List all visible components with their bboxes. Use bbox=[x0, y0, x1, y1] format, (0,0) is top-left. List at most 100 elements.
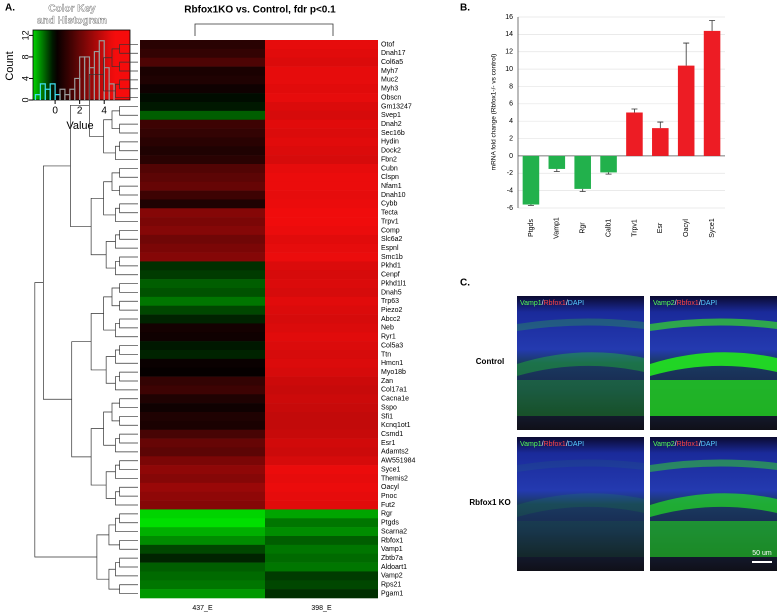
row-label: Neb bbox=[381, 325, 394, 332]
row-dendrogram bbox=[119, 584, 138, 594]
heatmap-cell bbox=[140, 536, 265, 546]
y-axis-label: Count bbox=[4, 51, 16, 80]
heatmap-cell bbox=[140, 438, 265, 448]
row-label: Sec16b bbox=[381, 130, 405, 137]
heatmap-cell bbox=[140, 146, 265, 156]
stain-name: Vamp1 bbox=[520, 300, 542, 307]
bar bbox=[703, 30, 721, 156]
row-dendrogram bbox=[115, 464, 138, 479]
row-dendrogram bbox=[115, 491, 138, 506]
heatmap-cell bbox=[140, 323, 265, 333]
x-axis-label: Value bbox=[66, 120, 93, 132]
row-dendrogram bbox=[119, 123, 138, 134]
stain-name: Vamp2 bbox=[653, 441, 675, 448]
error-bar bbox=[631, 108, 638, 113]
heatmap-title: Rbfox1KO vs. Control, fdr p<0.1 bbox=[184, 5, 336, 16]
heatmap-cell bbox=[265, 66, 378, 76]
row-dendrogram bbox=[111, 402, 120, 422]
row-dendrogram bbox=[119, 203, 138, 214]
row-label: Ptgds bbox=[381, 520, 399, 527]
row-dendrogram bbox=[119, 513, 138, 524]
heatmap-cell bbox=[140, 527, 265, 537]
heatmap-cell bbox=[140, 332, 265, 342]
heatmap-cell bbox=[265, 456, 378, 466]
micrograph bbox=[517, 296, 644, 430]
error-bar bbox=[605, 172, 612, 175]
row-label: Vamp1 bbox=[381, 546, 403, 553]
heatmap-cell bbox=[140, 48, 265, 59]
row-dendrogram bbox=[119, 371, 138, 382]
heatmap-cell bbox=[265, 102, 378, 112]
row-dendrogram bbox=[96, 534, 109, 580]
heatmap-cell bbox=[140, 580, 265, 590]
heatmap-cell bbox=[140, 518, 265, 528]
row-label: Fbn2 bbox=[381, 156, 397, 163]
row-dendrogram bbox=[115, 323, 138, 338]
row-label: Csmd1 bbox=[381, 431, 403, 438]
heatmap-cell bbox=[140, 226, 265, 236]
row-dendrogram bbox=[103, 411, 116, 446]
heatmap-cell bbox=[265, 544, 378, 555]
heatmap-cell bbox=[265, 367, 378, 377]
green-layer bbox=[517, 380, 644, 416]
heatmap-cell bbox=[140, 447, 265, 457]
heatmap-cell bbox=[265, 491, 378, 501]
bar bbox=[600, 155, 617, 173]
heatmap-cell bbox=[140, 288, 265, 298]
row-dendrogram bbox=[119, 185, 138, 196]
row-dendrogram bbox=[119, 557, 138, 568]
row-dendrogram bbox=[119, 433, 138, 444]
row-dendrogram bbox=[105, 471, 116, 499]
row-label: Col5a3 bbox=[381, 342, 403, 349]
heatmap-cell bbox=[140, 350, 265, 360]
row-label: AW551984 bbox=[381, 458, 415, 465]
row-dendrogram bbox=[105, 241, 116, 269]
heatmap-cell bbox=[140, 465, 265, 475]
stain-name: Vamp2 bbox=[653, 300, 675, 307]
heatmap-cell bbox=[265, 288, 378, 298]
green-layer bbox=[650, 352, 777, 376]
green-layer bbox=[517, 352, 644, 376]
heatmap-cell bbox=[265, 270, 378, 280]
y-tick-label: 4 bbox=[509, 118, 513, 125]
heatmap-cell bbox=[140, 456, 265, 466]
row-dendrogram bbox=[115, 349, 138, 364]
row-label: Cubn bbox=[381, 165, 398, 172]
column-label: 437_E bbox=[192, 605, 213, 612]
row-label: Adamts2 bbox=[381, 449, 409, 456]
row-dendrogram bbox=[119, 230, 138, 240]
row-label: Rbfox1 bbox=[381, 537, 403, 544]
y-tick-label: 12 bbox=[505, 49, 513, 56]
y-tick-label: 2 bbox=[509, 135, 513, 142]
heatmap-cell bbox=[265, 128, 378, 138]
heatmap-cell bbox=[265, 164, 378, 174]
row-dendrogram bbox=[119, 256, 138, 267]
heatmap-cell bbox=[265, 252, 378, 262]
row-label: Sspo bbox=[381, 404, 397, 411]
key-title: and Histogram bbox=[37, 16, 107, 27]
heatmap-cell bbox=[265, 589, 378, 599]
heatmap-cell bbox=[265, 190, 378, 200]
row-label: Col6a5 bbox=[381, 59, 403, 66]
heatmap-cell bbox=[140, 110, 265, 121]
heatmap-cell bbox=[265, 234, 378, 245]
stain-name: DAPI bbox=[701, 441, 717, 448]
y-tick-label: 8 bbox=[509, 83, 513, 90]
row-label: Vamp2 bbox=[381, 573, 403, 580]
row-label: Pkhd1 bbox=[381, 263, 401, 270]
heatmap-cell bbox=[140, 482, 265, 493]
heatmap-cell bbox=[265, 93, 378, 103]
heatmap-cell bbox=[265, 40, 378, 50]
y-tick-label: 8 bbox=[20, 54, 30, 59]
row-dendrogram bbox=[115, 562, 138, 577]
stain-name: / bbox=[699, 300, 701, 307]
heatmap-cell bbox=[140, 305, 265, 315]
heatmap-cell bbox=[265, 323, 378, 333]
heatmap-cell bbox=[140, 509, 265, 519]
x-tick-label: 2 bbox=[77, 106, 83, 117]
heatmap-cell bbox=[265, 279, 378, 289]
green-layer bbox=[650, 493, 777, 517]
x-tick-label: Oacyl bbox=[683, 219, 690, 237]
row-label: Cybb bbox=[381, 201, 397, 208]
